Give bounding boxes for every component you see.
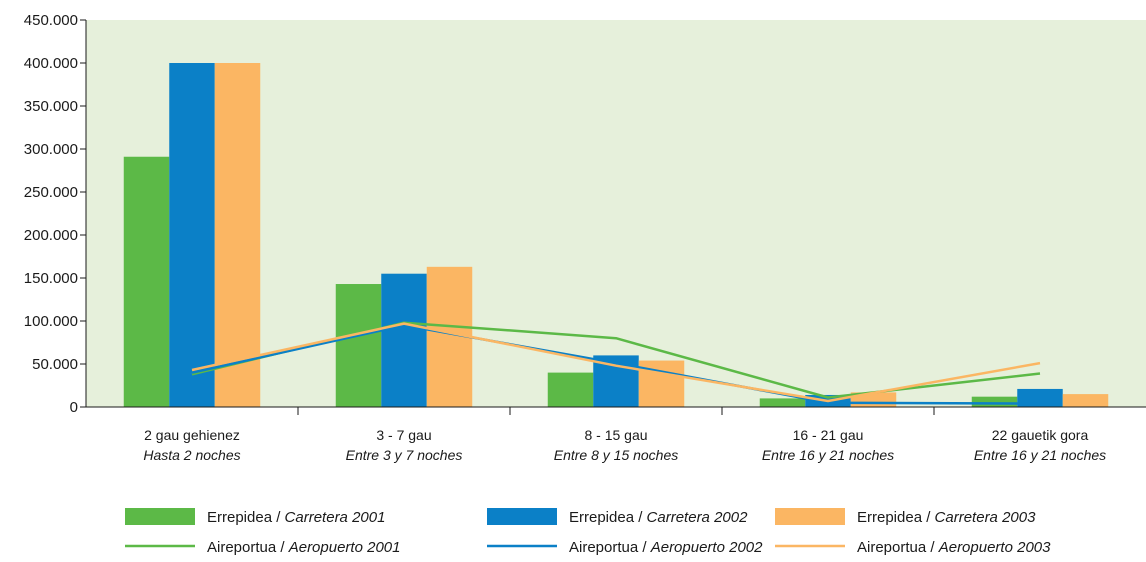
legend-label-line-3-suffix: Aeropuerto 2003 xyxy=(938,539,1051,556)
x-category-sublabel: Entre 16 y 21 noches xyxy=(762,447,894,463)
bar-series1-cat3 xyxy=(547,372,594,407)
legend-label-line-2: Aireportua / Aeropuerto 2002 xyxy=(569,539,763,556)
y-tick-label: 250.000 xyxy=(24,184,78,201)
y-tick-label: 400.000 xyxy=(24,55,78,72)
x-category-label: 8 - 15 gau xyxy=(584,427,647,443)
y-tick-label: 50.000 xyxy=(32,356,78,373)
y-tick-label: 450.000 xyxy=(24,12,78,29)
legend-label-bar-1-prefix: Errepidea / xyxy=(207,509,285,526)
x-category-label: 2 gau gehienez xyxy=(144,427,240,443)
bar-series3-cat5 xyxy=(1062,394,1109,407)
legend-label-bar-3-prefix: Errepidea / xyxy=(857,509,935,526)
legend-label-bar-3-suffix: Carretera 2003 xyxy=(935,509,1037,526)
legend-label-bar-2-suffix: Carretera 2002 xyxy=(647,509,749,526)
legend-label-bar-3: Errepidea / Carretera 2003 xyxy=(857,509,1036,526)
line-series3 xyxy=(191,322,1041,403)
legend-label-line-2-prefix: Aireportua / xyxy=(569,539,651,556)
x-category-sublabel: Hasta 2 noches xyxy=(143,447,240,463)
legend-label-bar-2-prefix: Errepidea / xyxy=(569,509,647,526)
y-tick-label: 350.000 xyxy=(24,98,78,115)
y-tick-label: 150.000 xyxy=(24,270,78,287)
legend-label-line-3-prefix: Aireportua / xyxy=(857,539,939,556)
y-tick-label: 100.000 xyxy=(24,313,78,330)
legend-swatch-bar-1 xyxy=(125,508,195,525)
x-category-label: 3 - 7 gau xyxy=(376,427,431,443)
y-tick-label: 200.000 xyxy=(24,227,78,244)
bar-series3-cat1 xyxy=(214,63,261,407)
bar-series2-cat2 xyxy=(381,273,427,407)
x-category-sublabel: Entre 8 y 15 noches xyxy=(554,447,679,463)
bar-series1-cat1 xyxy=(123,156,170,407)
x-category-sublabel: Entre 16 y 21 noches xyxy=(974,447,1106,463)
legend-label-line-1-prefix: Aireportua / xyxy=(207,539,289,556)
x-category-label: 16 - 21 gau xyxy=(793,427,864,443)
legend-swatch-bar-2 xyxy=(487,508,557,525)
legend-label-bar-2: Errepidea / Carretera 2002 xyxy=(569,509,748,526)
y-tick-label: 0 xyxy=(70,399,78,416)
line-series2 xyxy=(191,324,1041,405)
y-tick-label: 300.000 xyxy=(24,141,78,158)
legend-label-bar-1: Errepidea / Carretera 2001 xyxy=(207,509,385,526)
legend-label-bar-1-suffix: Carretera 2001 xyxy=(285,509,386,526)
plot-area xyxy=(86,20,1146,407)
bar-series1-cat4 xyxy=(759,398,806,407)
x-category-sublabel: Entre 3 y 7 noches xyxy=(346,447,463,463)
legend-label-line-3: Aireportua / Aeropuerto 2003 xyxy=(857,539,1051,556)
bar-series1-cat5 xyxy=(971,396,1018,407)
bar-series2-cat1 xyxy=(169,63,215,407)
legend-label-line-1-suffix: Aeropuerto 2001 xyxy=(288,539,401,556)
bar-series1-cat2 xyxy=(335,284,382,407)
x-category-label: 22 gauetik gora xyxy=(992,427,1089,443)
legend-label-line-2-suffix: Aeropuerto 2002 xyxy=(650,539,763,556)
legend-label-line-1: Aireportua / Aeropuerto 2001 xyxy=(207,539,400,556)
legend-swatch-bar-3 xyxy=(775,508,845,525)
